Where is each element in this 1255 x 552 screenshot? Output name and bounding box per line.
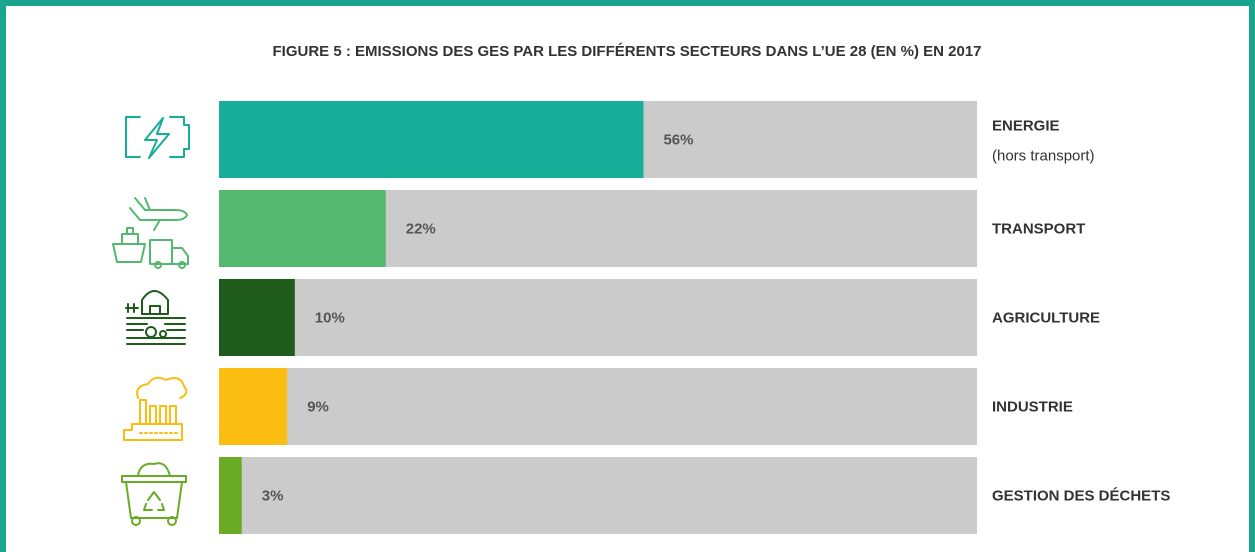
icon-agriculture bbox=[125, 290, 186, 345]
bar-track bbox=[219, 368, 977, 445]
value-label: 56% bbox=[663, 131, 693, 148]
bar-track bbox=[219, 279, 977, 356]
icon-energy bbox=[125, 116, 190, 159]
bar bbox=[219, 190, 386, 267]
icon-industry bbox=[123, 376, 188, 441]
category-label: INDUSTRIE bbox=[992, 398, 1073, 415]
category-label: AGRICULTURE bbox=[992, 309, 1100, 326]
icon-waste bbox=[121, 462, 187, 526]
category-label: TRANSPORT bbox=[992, 220, 1085, 237]
bar bbox=[219, 279, 295, 356]
category-label: ENERGIE bbox=[992, 117, 1060, 134]
chart-title: FIGURE 5 : EMISSIONS DES GES PAR LES DIF… bbox=[272, 43, 981, 60]
icons bbox=[112, 116, 190, 526]
bar bbox=[219, 101, 644, 178]
category-label: GESTION DES DÉCHETS bbox=[992, 487, 1170, 504]
bar bbox=[219, 457, 242, 534]
value-label: 22% bbox=[406, 220, 436, 237]
category-note: (hors transport) bbox=[992, 147, 1095, 164]
bar bbox=[219, 368, 288, 445]
icon-transport bbox=[112, 197, 189, 269]
value-label: 3% bbox=[262, 487, 284, 504]
value-label: 9% bbox=[307, 398, 329, 415]
value-label: 10% bbox=[315, 309, 345, 326]
bar-track bbox=[219, 457, 977, 534]
